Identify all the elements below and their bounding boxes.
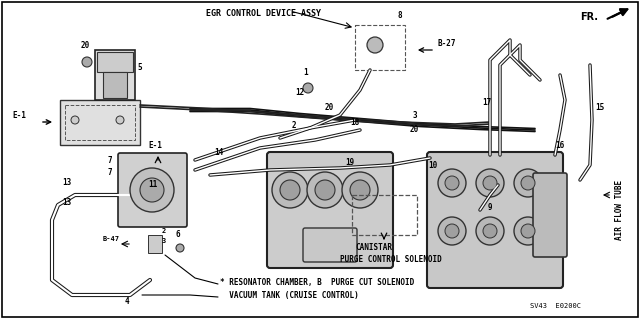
- Text: 15: 15: [595, 103, 604, 112]
- Circle shape: [521, 224, 535, 238]
- Circle shape: [521, 176, 535, 190]
- Circle shape: [307, 172, 343, 208]
- Text: 3: 3: [162, 238, 166, 244]
- Text: VACUUM TANK (CRUISE CONTROL): VACUUM TANK (CRUISE CONTROL): [220, 291, 359, 300]
- Circle shape: [130, 168, 174, 212]
- Circle shape: [342, 172, 378, 208]
- Text: 2: 2: [292, 121, 296, 130]
- Circle shape: [476, 217, 504, 245]
- Text: 13: 13: [62, 178, 71, 187]
- Bar: [103, 72, 127, 98]
- Circle shape: [445, 224, 459, 238]
- Text: 12: 12: [295, 88, 304, 97]
- Text: AIR FLOW TUBE: AIR FLOW TUBE: [616, 180, 625, 240]
- Text: 5: 5: [137, 63, 141, 72]
- Text: 1: 1: [303, 68, 308, 77]
- Circle shape: [514, 169, 542, 197]
- Bar: [355, 25, 405, 70]
- Circle shape: [303, 83, 313, 93]
- Circle shape: [71, 116, 79, 124]
- FancyBboxPatch shape: [60, 100, 140, 145]
- Text: 10: 10: [428, 161, 437, 170]
- Text: 11: 11: [148, 180, 157, 189]
- Text: 8: 8: [397, 11, 402, 20]
- Text: B-47: B-47: [103, 236, 120, 242]
- Circle shape: [514, 217, 542, 245]
- FancyBboxPatch shape: [118, 153, 187, 227]
- Text: 6: 6: [175, 230, 180, 239]
- Text: 13: 13: [62, 198, 71, 207]
- Circle shape: [315, 180, 335, 200]
- Text: FR.: FR.: [580, 12, 598, 22]
- Text: 16: 16: [555, 141, 564, 150]
- FancyBboxPatch shape: [427, 152, 563, 288]
- FancyArrowPatch shape: [612, 10, 625, 17]
- Text: E-1: E-1: [12, 111, 26, 120]
- Text: 19: 19: [345, 158, 355, 167]
- Circle shape: [140, 178, 164, 202]
- Bar: [97, 52, 133, 72]
- Bar: [95, 50, 135, 100]
- Text: 17: 17: [482, 98, 492, 107]
- Text: CANISTAR: CANISTAR: [355, 243, 392, 252]
- Text: 4: 4: [125, 297, 130, 306]
- FancyBboxPatch shape: [303, 228, 357, 262]
- Text: 20: 20: [325, 103, 334, 112]
- FancyBboxPatch shape: [267, 152, 393, 268]
- FancyBboxPatch shape: [533, 173, 567, 257]
- Text: 18: 18: [350, 118, 359, 127]
- Text: 9: 9: [488, 203, 493, 212]
- Circle shape: [483, 176, 497, 190]
- Text: 14: 14: [214, 148, 223, 157]
- Text: 3: 3: [413, 111, 418, 120]
- Circle shape: [176, 244, 184, 252]
- Circle shape: [280, 180, 300, 200]
- Bar: [148, 235, 162, 253]
- Bar: [65, 105, 135, 140]
- Text: 20: 20: [410, 125, 419, 134]
- Circle shape: [367, 37, 383, 53]
- Circle shape: [350, 180, 370, 200]
- Bar: [352, 195, 417, 235]
- Text: * RESONATOR CHAMBER, B  PURGE CUT SOLENOID: * RESONATOR CHAMBER, B PURGE CUT SOLENOI…: [220, 278, 414, 287]
- Text: 7: 7: [108, 156, 113, 165]
- Text: 20: 20: [81, 41, 90, 50]
- Circle shape: [272, 172, 308, 208]
- Circle shape: [438, 217, 466, 245]
- Circle shape: [438, 169, 466, 197]
- Text: E-1: E-1: [148, 141, 162, 150]
- Text: B-27: B-27: [438, 39, 456, 48]
- Circle shape: [82, 57, 92, 67]
- Circle shape: [445, 176, 459, 190]
- Text: 2: 2: [162, 228, 166, 234]
- Text: PURGE CONTROL SOLENOID: PURGE CONTROL SOLENOID: [340, 255, 442, 264]
- Circle shape: [483, 224, 497, 238]
- Text: 7: 7: [108, 168, 113, 177]
- Text: EGR CONTROL DEVICE ASSY: EGR CONTROL DEVICE ASSY: [205, 9, 321, 18]
- Circle shape: [116, 116, 124, 124]
- Text: SV43  E0200C: SV43 E0200C: [530, 303, 581, 309]
- Circle shape: [476, 169, 504, 197]
